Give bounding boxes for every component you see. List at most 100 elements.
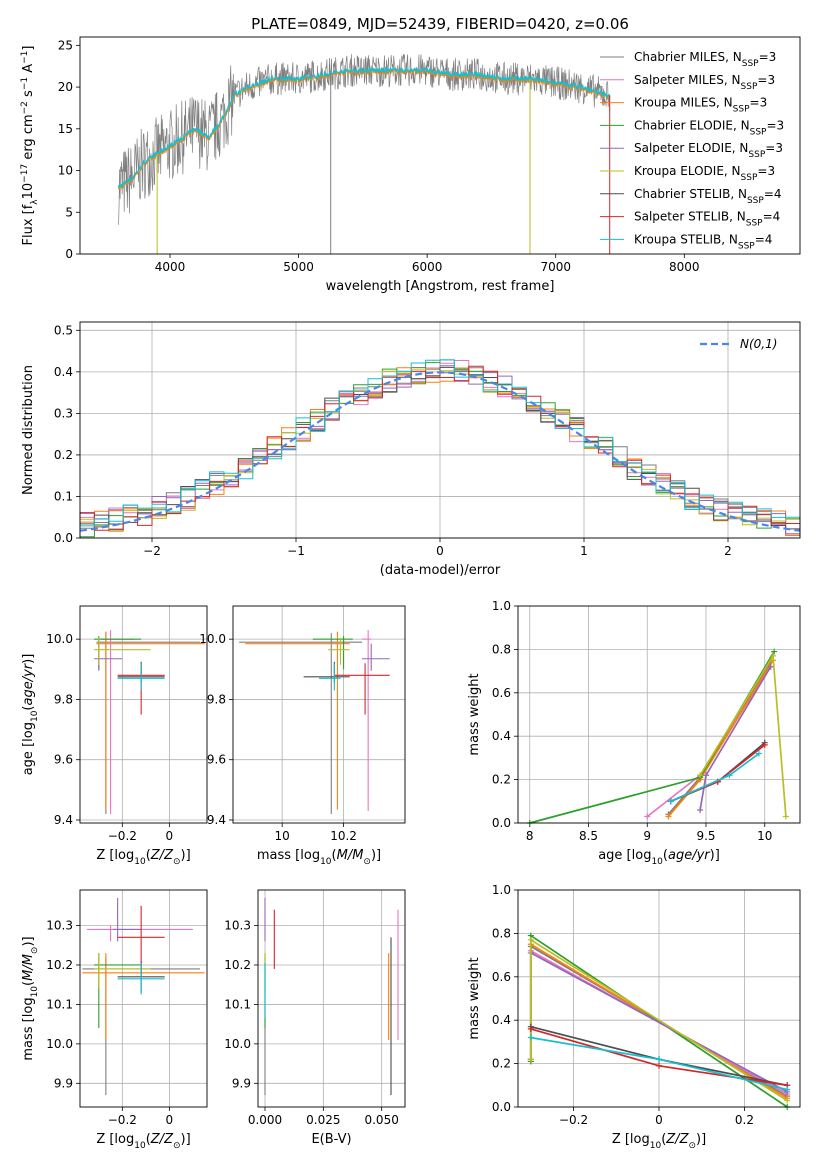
mass-weight-line-salpeter-elodie [699, 666, 772, 811]
x-tick-label: 0 [166, 829, 174, 843]
y-tick-label: 9.8 [207, 692, 226, 706]
x-tick-label: 9.5 [696, 829, 715, 843]
label-part: ( [663, 848, 668, 863]
label-part: age [log [598, 848, 651, 863]
label-part: Kroupa STELIB, N [634, 232, 738, 246]
label-part: ( [146, 848, 151, 863]
y-tick-label: 0.2 [492, 773, 511, 787]
mass-weight-marker [697, 806, 704, 813]
label-part: =4 [755, 232, 773, 246]
label-part: −1 [20, 51, 30, 64]
label-part: Z/Z [665, 1132, 689, 1147]
label-part: =4 [763, 210, 781, 224]
x-tick-label: 10 [757, 829, 772, 843]
y-tick-label: 0.4 [54, 365, 73, 379]
label-part: 10 [30, 710, 40, 722]
label-part: )] [181, 1132, 191, 1147]
y-tick-label: 0.2 [492, 1057, 511, 1071]
legend-label: Kroupa MILES, NSSP=3 [634, 96, 767, 115]
mass-weight-marker [769, 652, 776, 659]
label-part: ( [21, 981, 36, 986]
label-part: SSP [746, 219, 763, 229]
y-tick-label: 0.4 [492, 729, 511, 743]
label-part: SSP [733, 105, 750, 115]
x-tick-label: 0.025 [306, 1113, 340, 1127]
x-tick-label: 10 [275, 829, 290, 843]
label-part: ( [21, 706, 36, 711]
label-part: 10 [650, 1141, 662, 1151]
label-part: =3 [765, 141, 783, 155]
label-part: 10 [651, 857, 663, 867]
label-part: ] [21, 46, 36, 51]
mass-weight-marker [665, 813, 672, 820]
legend-label: Salpeter MILES, NSSP=3 [634, 73, 775, 92]
x-tick-label: 6000 [412, 260, 443, 274]
y-axis-label: age [log10(age/yr)] [21, 654, 40, 776]
spectrum-panel: 4000 5000 6000 7000 8000 0 5 10 15 20 25 wavelength… [20, 36, 801, 294]
mass-weight-marker [771, 648, 778, 655]
mass-weight-vs-metallicity-panel: −0.2 0 0.2 0.0 0.2 0.4 0.6 0.8 1.0 Z [log10(Z/Z⊙)… [467, 883, 801, 1151]
label-part: s [21, 90, 36, 101]
x-axis-label: Z [log10(Z/Z⊙)] [96, 1132, 190, 1151]
y-tick-label: 0.1 [54, 489, 73, 503]
axes-frame [79, 605, 208, 824]
axes-frame [79, 36, 801, 255]
label-part: ⊙ [30, 947, 40, 955]
y-axis-label: mass weight [467, 673, 482, 755]
x-tick-label: −0.2 [559, 1113, 588, 1127]
legend-label: Kroupa ELODIE, NSSP=3 [634, 164, 775, 183]
label-part: SSP [747, 196, 764, 206]
x-axis-label: age [log10(age/yr)] [598, 848, 720, 867]
x-tick-label: −1 [287, 544, 305, 558]
mass-weight-marker [656, 1056, 662, 1063]
axes-frame [79, 321, 801, 539]
label-part: SSP [748, 150, 765, 160]
label-part: )] [371, 848, 381, 863]
x-tick-label: −2 [143, 544, 161, 558]
figure-title: PLATE=0849, MJD=52439, FIBERID=0420, z=0… [251, 15, 629, 33]
label-part: Z/Z [150, 1132, 174, 1147]
label-part: erg cm [21, 114, 36, 163]
y-tick-label: 9.4 [207, 813, 226, 827]
label-part: )] [181, 848, 191, 863]
x-axis-label: Z [log10(Z/Z⊙)] [612, 1132, 706, 1151]
y-tick-label: 15 [58, 122, 73, 136]
mass-weight-marker [527, 936, 534, 943]
x-tick-label: 8000 [669, 260, 700, 274]
axes-frame [257, 889, 406, 1108]
label-part: ( [332, 848, 337, 863]
label-part: Salpeter ELODIE, N [634, 141, 748, 155]
y-tick-label: 0.0 [492, 1100, 511, 1114]
label-part: 10 [320, 857, 332, 867]
label-part: mass [log [257, 848, 320, 863]
label-part: ⊙ [173, 857, 181, 867]
y-tick-label: 0.4 [492, 1013, 511, 1027]
spectrum-model-kroupa-stelib [118, 66, 611, 189]
x-tick-label: 0.050 [364, 1113, 398, 1127]
label-part: ⊙ [363, 857, 371, 867]
label-part: Kroupa ELODIE, N [634, 164, 741, 178]
y-tick-label: 0.2 [54, 448, 73, 462]
legend-label: Chabrier MILES, NSSP=3 [634, 50, 776, 69]
label-part: SSP [742, 59, 759, 69]
mass-weight-marker [784, 1097, 791, 1104]
y-tick-label: 9.6 [207, 753, 226, 767]
label-part: ⊙ [688, 1141, 696, 1151]
x-tick-label: 0 [655, 1113, 663, 1127]
x-tick-label: 0.2 [735, 1113, 754, 1127]
label-part: ( [661, 1132, 666, 1147]
label-part: SSP [750, 127, 767, 137]
x-tick-label: 4000 [155, 260, 186, 274]
y-tick-label: 9.6 [54, 753, 73, 767]
label-part: ( [146, 1132, 151, 1147]
spectrum-legend: Chabrier MILES, NSSP=3 Salpeter MILES, NS… [600, 50, 784, 251]
label-part: 10 [21, 183, 36, 200]
y-tick-label: 9.9 [232, 1076, 251, 1090]
label-part: ⊙ [173, 1141, 181, 1151]
x-axis-label: mass [log10(M/M⊙)] [257, 848, 381, 867]
y-tick-label: 10.3 [46, 919, 73, 933]
label-part: =3 [757, 73, 775, 87]
